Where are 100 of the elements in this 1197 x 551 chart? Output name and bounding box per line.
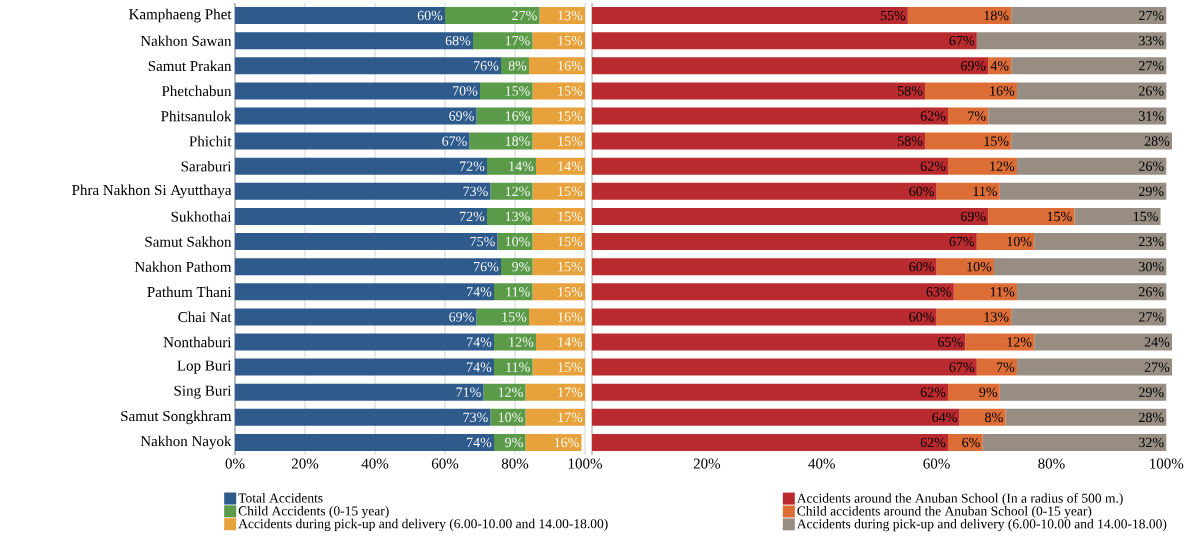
bar xyxy=(592,358,977,376)
data-label: 10% xyxy=(1007,236,1032,247)
bar xyxy=(532,82,585,100)
bar xyxy=(592,157,949,175)
bar xyxy=(592,7,908,25)
bar xyxy=(936,308,1012,326)
bar xyxy=(487,207,533,225)
data-label: 11% xyxy=(506,287,530,297)
bar xyxy=(235,358,494,376)
data-label: 28% xyxy=(1144,136,1170,146)
x-tick-label: 100% xyxy=(1150,458,1184,469)
data-label: 4% xyxy=(990,61,1009,71)
data-label: 31% xyxy=(1139,111,1164,121)
bar xyxy=(592,132,926,150)
bar xyxy=(592,182,937,200)
bar xyxy=(988,207,1075,225)
x-tick-label: 100% xyxy=(568,458,602,469)
y-tick-label: Sing Buri xyxy=(174,385,232,399)
data-label: 12% xyxy=(1007,337,1032,347)
bar xyxy=(235,82,480,100)
data-label: 63% xyxy=(926,287,952,297)
x-tick-label: 60% xyxy=(923,458,950,469)
data-label: 15% xyxy=(558,186,583,197)
data-label: 29% xyxy=(1139,186,1164,197)
bar xyxy=(235,408,491,426)
y-tick-label: Lop Buri xyxy=(177,360,232,374)
y-tick-label: Samut Songkhram xyxy=(121,410,232,425)
bar xyxy=(476,308,529,326)
data-label: 16% xyxy=(505,111,530,121)
bar xyxy=(235,433,494,451)
bar xyxy=(445,7,540,25)
data-label: 62% xyxy=(920,161,946,171)
data-label: 26% xyxy=(1139,161,1164,171)
data-label: 13% xyxy=(558,10,583,21)
legend-label: Child Accidents (0-15 year) xyxy=(238,505,389,519)
data-label: 11% xyxy=(990,287,1015,297)
data-label: 13% xyxy=(984,312,1009,322)
bar xyxy=(925,132,1012,150)
bar xyxy=(1016,283,1167,301)
bar xyxy=(1034,233,1167,251)
data-label: 74% xyxy=(467,437,492,448)
bar xyxy=(532,32,585,50)
y-tick-label: Saraburi xyxy=(181,160,232,172)
data-label: 58% xyxy=(898,136,923,146)
y-tick-label: Nonthaburi xyxy=(163,336,232,348)
bar xyxy=(532,107,585,125)
bar xyxy=(1074,207,1161,225)
bar xyxy=(536,333,585,351)
bar xyxy=(235,132,470,150)
data-label: 15% xyxy=(558,111,583,121)
bar xyxy=(532,132,585,150)
y-tick-label: Phra Nakhon Si Ayutthaya xyxy=(72,184,232,199)
bar xyxy=(982,433,1167,451)
data-label: 8% xyxy=(985,412,1003,423)
bar xyxy=(1011,57,1167,75)
data-label: 69% xyxy=(449,312,474,322)
bar xyxy=(494,433,526,451)
legend-label: Accidents around the Anuban School (In a radius of 500 m.) xyxy=(796,493,1123,506)
data-label: 69% xyxy=(961,211,986,222)
bar xyxy=(592,57,989,75)
data-label: 62% xyxy=(920,437,946,448)
y-tick-label: Chai Nat xyxy=(178,311,232,323)
bar xyxy=(1005,408,1167,426)
bar xyxy=(539,7,585,25)
data-label: 17% xyxy=(558,387,583,397)
data-label: 28% xyxy=(1139,412,1164,423)
data-label: 18% xyxy=(984,10,1009,21)
bar xyxy=(953,283,1017,301)
bar xyxy=(592,408,960,426)
y-tick-label: Sukhothai xyxy=(171,211,232,222)
bar xyxy=(925,82,1017,100)
bar xyxy=(235,57,501,75)
bar xyxy=(235,7,445,25)
bar xyxy=(1016,82,1167,100)
bar xyxy=(592,308,937,326)
bar xyxy=(235,182,491,200)
data-label: 14% xyxy=(558,161,583,171)
x-tick-label: 40% xyxy=(808,458,835,469)
data-label: 27% xyxy=(1139,61,1164,71)
data-label: 16% xyxy=(554,437,579,448)
data-label: 73% xyxy=(463,412,488,423)
bar xyxy=(976,32,1167,50)
bar xyxy=(592,383,949,401)
bar xyxy=(948,107,989,125)
bar xyxy=(999,182,1167,200)
data-label: 72% xyxy=(460,161,485,171)
data-label: 27% xyxy=(1144,362,1170,372)
data-label: 12% xyxy=(505,186,530,197)
bar xyxy=(529,308,585,326)
bar xyxy=(483,383,526,401)
bar xyxy=(235,383,484,401)
bar xyxy=(235,308,477,326)
data-label: 15% xyxy=(558,236,583,247)
bar xyxy=(480,82,533,100)
data-label: 9% xyxy=(979,387,998,397)
y-tick-label: Phichit xyxy=(189,135,232,147)
bar xyxy=(235,333,494,351)
data-label: 29% xyxy=(1139,387,1164,397)
bar xyxy=(525,383,585,401)
y-tick-label: Phitsanulok xyxy=(161,110,232,122)
